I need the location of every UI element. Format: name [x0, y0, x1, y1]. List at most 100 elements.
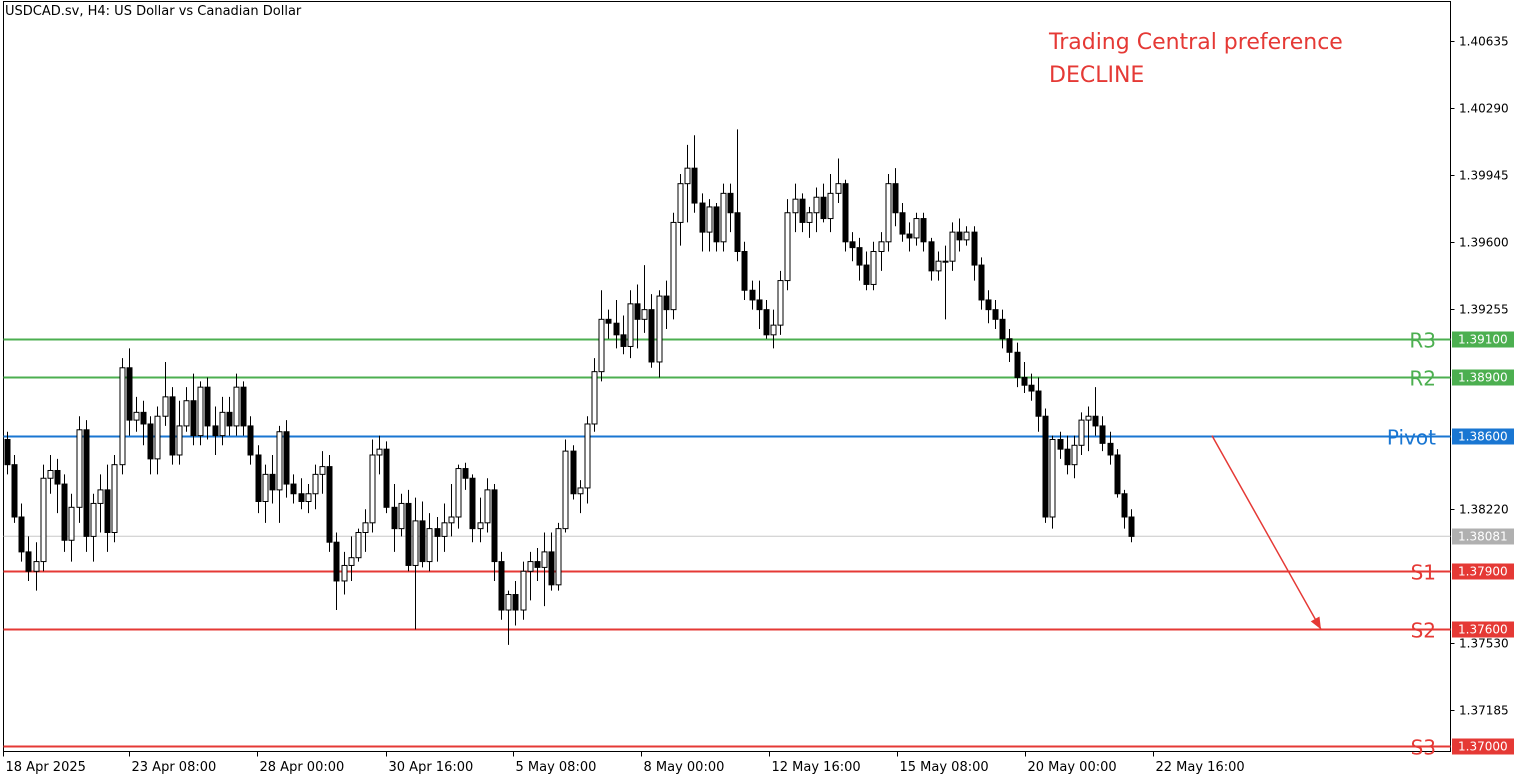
- candle-body: [233, 386, 240, 427]
- candle: [892, 168, 899, 227]
- time-tick-label: 23 Apr 08:00: [132, 760, 217, 775]
- candle-body: [792, 198, 799, 214]
- level-price-label: 1.39100: [1458, 333, 1508, 347]
- candle-body: [541, 551, 548, 568]
- candle-body: [133, 411, 140, 421]
- candle: [1078, 412, 1085, 455]
- candle-body: [1014, 351, 1021, 378]
- candle: [455, 464, 462, 529]
- candle-body: [126, 367, 133, 421]
- candle-body: [763, 309, 770, 336]
- candle-body: [162, 396, 169, 417]
- time-tick-label: 12 May 16:00: [772, 760, 861, 775]
- candle: [634, 284, 641, 349]
- candle: [584, 416, 591, 504]
- candle-body: [727, 192, 734, 214]
- time-tick-label: 22 May 16:00: [1156, 760, 1245, 775]
- candle: [233, 373, 240, 436]
- candle: [799, 193, 806, 233]
- current-price-label: 1.38081: [1458, 530, 1508, 544]
- candle: [1057, 431, 1064, 459]
- candle: [677, 173, 684, 246]
- candle-body: [784, 212, 791, 282]
- candle-body: [627, 303, 634, 347]
- candle-body: [1107, 442, 1114, 456]
- candle: [913, 212, 920, 246]
- candle-body: [97, 489, 104, 504]
- candle-body: [419, 520, 426, 563]
- candle-body: [255, 454, 262, 502]
- level-price-badge: [1452, 369, 1514, 386]
- candle: [1128, 509, 1135, 543]
- level-price-badge: [1452, 428, 1514, 445]
- candle: [204, 377, 211, 440]
- candle-body: [362, 522, 369, 534]
- candle-body: [713, 206, 720, 243]
- candle: [1006, 329, 1013, 362]
- candle-body: [333, 541, 340, 582]
- candle-body: [247, 425, 254, 456]
- candle: [956, 218, 963, 252]
- candle: [197, 381, 204, 446]
- candle: [341, 551, 348, 595]
- candle: [527, 551, 534, 601]
- candle: [434, 517, 441, 562]
- candle: [83, 420, 90, 552]
- candle-body: [935, 260, 942, 272]
- candle: [47, 454, 54, 494]
- candle: [498, 551, 505, 620]
- candle-body: [863, 264, 870, 285]
- candle-body: [971, 231, 978, 266]
- candle-body: [956, 231, 963, 241]
- candle-body: [140, 411, 147, 425]
- candle: [792, 183, 799, 233]
- candle-body: [1042, 415, 1049, 518]
- candle-body: [534, 561, 541, 568]
- level-price-label: 1.38600: [1458, 430, 1508, 444]
- candle: [928, 237, 935, 281]
- candle-body: [1035, 390, 1042, 417]
- candle-body: [391, 506, 398, 530]
- candle: [412, 497, 419, 630]
- candle: [942, 245, 949, 320]
- candle-body: [18, 516, 25, 553]
- candle: [61, 474, 68, 552]
- candle: [505, 590, 512, 645]
- candle: [663, 280, 670, 330]
- candle: [18, 503, 25, 562]
- level-label-r2: R2: [1409, 367, 1436, 391]
- candle: [419, 501, 426, 568]
- candle: [219, 396, 226, 446]
- candle: [1107, 431, 1114, 465]
- candle-body: [269, 473, 276, 491]
- candle: [1028, 373, 1035, 401]
- candle-body: [992, 309, 999, 320]
- preference-label: Trading Central preference: [1049, 30, 1343, 55]
- candle-body: [648, 309, 655, 363]
- candle: [355, 528, 362, 562]
- candle-body: [928, 241, 935, 272]
- candle-body: [90, 502, 97, 537]
- candle-body: [706, 206, 713, 233]
- candle-body: [677, 183, 684, 223]
- candle: [276, 425, 283, 523]
- candle: [878, 232, 885, 271]
- candle-body: [1028, 384, 1035, 392]
- price-tick-label: 1.39945: [1459, 169, 1509, 183]
- candle-body: [204, 386, 211, 427]
- candle-body: [326, 466, 333, 543]
- candle: [441, 503, 448, 552]
- candle-body: [512, 594, 519, 611]
- candle-body: [76, 429, 83, 508]
- level-price-badge: [1452, 563, 1514, 580]
- candle: [426, 513, 433, 572]
- candle: [97, 474, 104, 533]
- level-label-r3: R3: [1409, 329, 1436, 353]
- candle: [949, 222, 956, 271]
- candle-body: [1006, 338, 1013, 353]
- candle-body: [720, 192, 727, 243]
- time-tick-label: 30 Apr 16:00: [389, 760, 474, 775]
- candle-body: [899, 212, 906, 235]
- projection-arrow-head: [1310, 616, 1321, 630]
